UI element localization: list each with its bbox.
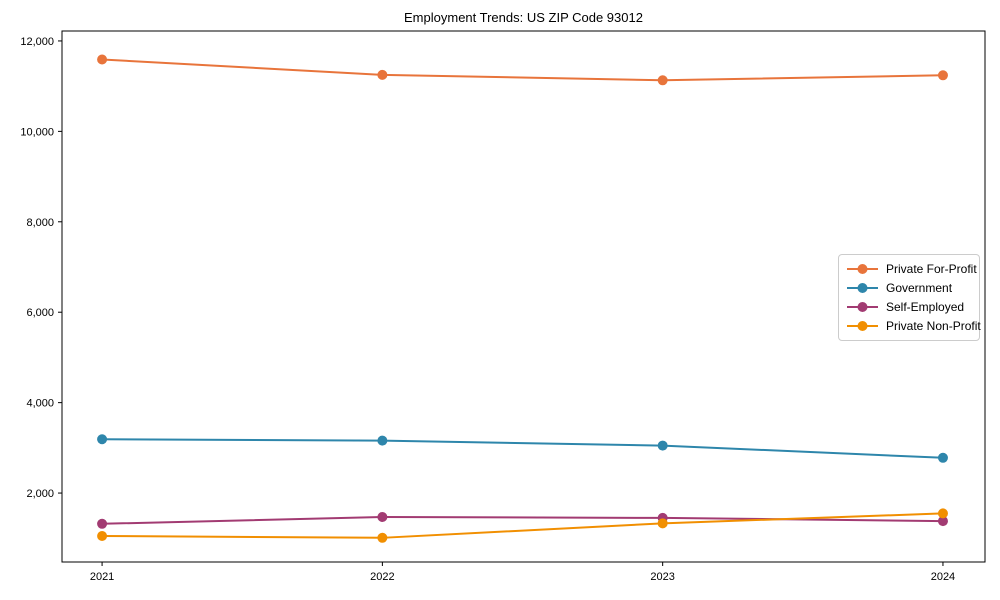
series-marker-government (97, 434, 108, 445)
legend-item-private-non-profit: Private Non-Profit (846, 317, 981, 335)
series-line-government (101, 438, 944, 459)
series-marker-government (657, 440, 668, 451)
legend: Private For-Profit Government Self-Emplo… (838, 254, 981, 341)
series-marker-private-for-profit (97, 54, 108, 65)
y-tick-label: 12,000 (20, 36, 54, 48)
axes-frame (61, 30, 986, 563)
series-marker-private-non-profit (937, 508, 948, 519)
series-marker-private-for-profit (937, 70, 948, 81)
series-line-private-for-profit (101, 58, 944, 82)
y-tick-label: 10,000 (20, 126, 54, 138)
series-line-self-employed (101, 516, 944, 525)
series-marker-private-for-profit (377, 69, 388, 80)
series-marker-self-employed (97, 518, 108, 529)
series-marker-private-for-profit (657, 75, 668, 86)
x-tick-label: 2021 (90, 571, 114, 583)
x-tick-label: 2023 (650, 571, 674, 583)
legend-label: Government (886, 281, 953, 295)
series-marker-self-employed (937, 516, 948, 527)
legend-label: Private Non-Profit (886, 319, 981, 333)
series-marker-government (937, 452, 948, 463)
y-tick-label: 6,000 (26, 307, 54, 319)
y-tick-label: 8,000 (26, 217, 54, 229)
y-tick-label: 2,000 (26, 488, 54, 500)
x-tick-label: 2024 (931, 571, 955, 583)
series-marker-self-employed (377, 512, 388, 523)
legend-item-self-employed: Self-Employed (846, 298, 973, 316)
legend-label: Self-Employed (886, 300, 965, 314)
series-marker-private-non-profit (97, 531, 108, 542)
series-line-private-non-profit (101, 512, 944, 539)
series-marker-private-non-profit (657, 518, 668, 529)
legend-item-government: Government (846, 279, 973, 297)
y-tick-label: 4,000 (26, 398, 54, 410)
x-tick-label: 2022 (370, 571, 394, 583)
legend-line-marker-icon (847, 264, 878, 274)
legend-line-marker-icon (847, 302, 878, 312)
legend-line-marker-icon (847, 283, 878, 293)
series-marker-government (377, 435, 388, 446)
series-marker-private-non-profit (377, 532, 388, 543)
legend-item-private-for-profit: Private For-Profit (846, 260, 977, 278)
legend-line-marker-icon (847, 321, 878, 331)
legend-label: Private For-Profit (886, 262, 977, 276)
chart-title: Employment Trends: US ZIP Code 93012 (404, 10, 643, 25)
